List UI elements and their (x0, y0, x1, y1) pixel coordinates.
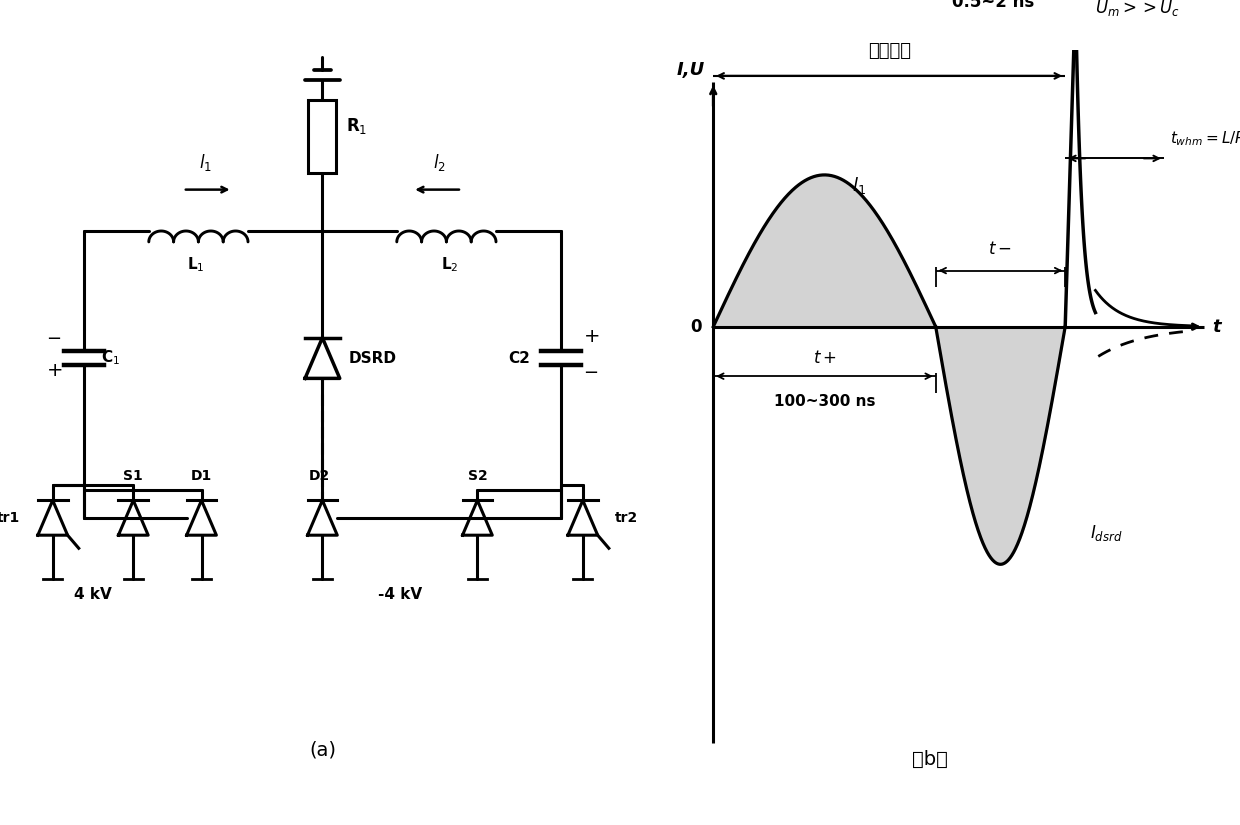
Text: $+$: $+$ (46, 361, 62, 380)
Text: S1: S1 (124, 469, 143, 483)
Text: D2: D2 (309, 469, 330, 483)
Text: $-$: $-$ (583, 362, 599, 380)
Text: $l_1$: $l_1$ (852, 176, 866, 196)
Text: L$_1$: L$_1$ (186, 256, 205, 274)
Text: 100~300 ns: 100~300 ns (774, 394, 875, 409)
Text: C$_1$: C$_1$ (102, 349, 120, 367)
Text: D1: D1 (191, 469, 212, 483)
Text: $\it{l}_1$: $\it{l}_1$ (200, 152, 212, 173)
Bar (309, 101, 336, 173)
Text: S2: S2 (467, 469, 487, 483)
Text: 4 kV: 4 kV (74, 587, 112, 602)
Text: -4 kV: -4 kV (378, 587, 422, 602)
Text: L$_2$: L$_2$ (440, 256, 459, 274)
Text: tr2: tr2 (615, 511, 639, 525)
Text: (a): (a) (309, 741, 336, 760)
Text: C2: C2 (508, 351, 531, 365)
Text: $t_{whm}=L/R$: $t_{whm}=L/R$ (1169, 130, 1240, 148)
Text: I,U: I,U (677, 61, 704, 79)
Text: $+$: $+$ (583, 327, 599, 346)
Text: $t+$: $t+$ (812, 349, 837, 367)
Text: （b）: （b） (913, 749, 947, 769)
Text: $t -$: $t -$ (988, 240, 1012, 258)
Text: 0: 0 (691, 318, 702, 336)
Text: $I_{dsrd}$: $I_{dsrd}$ (1090, 523, 1122, 543)
Text: $\it{l}_2$: $\it{l}_2$ (433, 152, 445, 173)
Text: $U_m$$>>$$U_c$: $U_m$$>>$$U_c$ (1095, 0, 1180, 18)
Text: 0.5~2 ns: 0.5~2 ns (951, 0, 1034, 11)
Text: t: t (1213, 318, 1221, 336)
Text: 延迟时间: 延迟时间 (868, 42, 910, 60)
Text: $-$: $-$ (46, 328, 62, 346)
Text: DSRD: DSRD (348, 351, 397, 365)
Text: tr1: tr1 (0, 511, 20, 525)
Text: R$_1$: R$_1$ (346, 116, 367, 136)
